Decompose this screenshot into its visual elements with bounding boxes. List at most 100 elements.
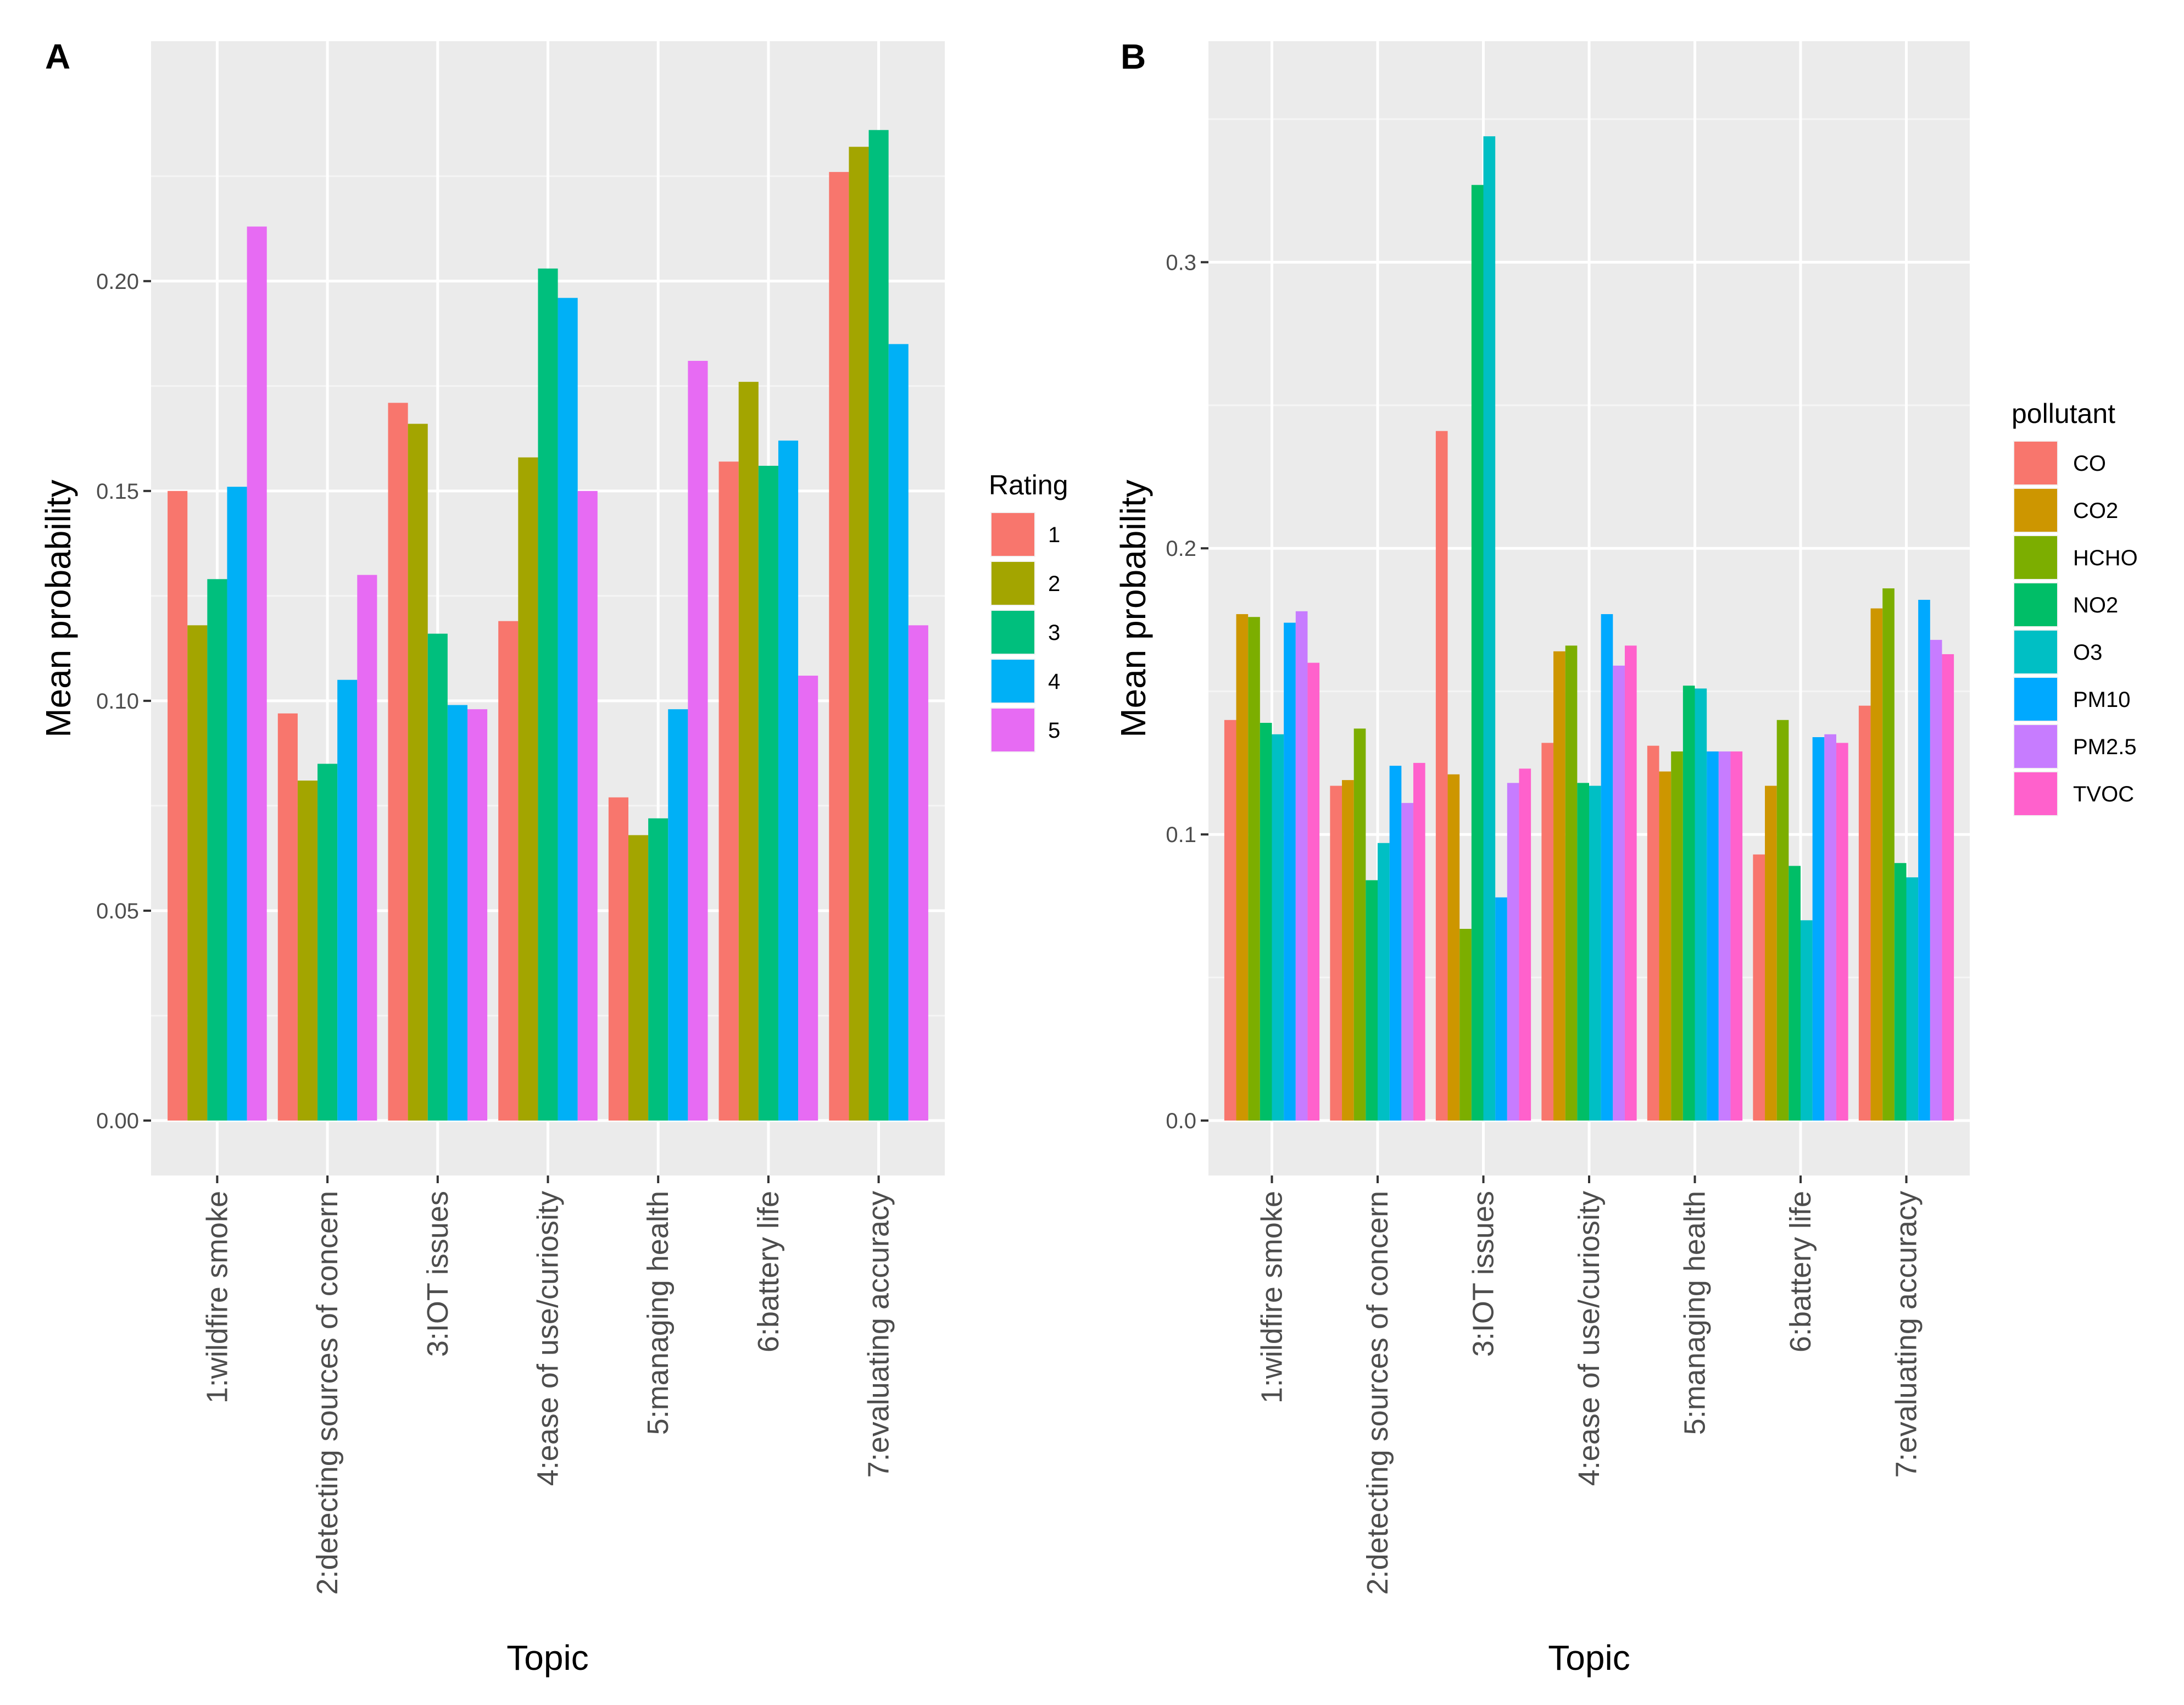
pa-bar-3-2 xyxy=(317,764,338,1121)
pa-ytick-label: 0.20 xyxy=(96,270,139,294)
pa-bar-5-3 xyxy=(467,709,488,1121)
pb-bar-o3-7 xyxy=(1906,877,1919,1121)
pb-bar-co-2 xyxy=(1330,785,1342,1121)
pb-legend-label-o3: O3 xyxy=(2073,640,2102,665)
pb-bar-o3-1 xyxy=(1272,734,1284,1121)
pa-bar-4-4 xyxy=(558,298,578,1121)
pb-bar-pm2-5-1 xyxy=(1295,611,1308,1121)
pa-bar-5-4 xyxy=(577,491,598,1121)
pb-bar-co2-7 xyxy=(1870,608,1883,1121)
pa-bar-3-1 xyxy=(207,579,227,1121)
pb-bar-pm10-2 xyxy=(1389,766,1402,1121)
pb-bar-co2-3 xyxy=(1447,774,1460,1121)
pb-bar-pm2-5-6 xyxy=(1824,734,1836,1121)
pa-bar-3-3 xyxy=(427,633,448,1121)
pa-legend-swatch-2 xyxy=(991,562,1034,605)
pb-bar-co-5 xyxy=(1647,745,1659,1121)
pb-panel-label: B xyxy=(1121,37,1146,76)
pb-legend-title: pollutant xyxy=(2012,398,2115,429)
pb-bar-tvoc-4 xyxy=(1624,645,1637,1121)
pb-bar-no2-1 xyxy=(1260,722,1272,1121)
pb-bar-co2-4 xyxy=(1553,651,1565,1121)
pb-bar-co2-6 xyxy=(1765,785,1777,1121)
pb-bar-no2-2 xyxy=(1366,880,1378,1121)
pa-bar-2-5 xyxy=(628,835,649,1121)
pb-bar-o3-6 xyxy=(1801,920,1813,1121)
pb-bar-hcho-7 xyxy=(1882,588,1895,1121)
pb-bar-pm2-5-7 xyxy=(1930,639,1942,1121)
pb-legend: pollutant CO CO2 HCHO NO2 O3 PM10 PM2.5 TVOC xyxy=(2012,398,2138,816)
pb-bar-co-1 xyxy=(1224,720,1236,1121)
pa-bar-2-3 xyxy=(408,424,428,1121)
pb-legend-label-co: CO xyxy=(2073,452,2106,476)
pa-xtick-label: 5:managing health xyxy=(642,1191,675,1435)
pb-xtick-label: 2:detecting sources of concern xyxy=(1361,1191,1394,1595)
pb-ytick-label: 0.3 xyxy=(1166,250,1196,275)
pb-bar-pm10-5 xyxy=(1707,751,1719,1121)
pb-xtick-label: 3:IOT issues xyxy=(1467,1191,1500,1357)
pa-bar-1-5 xyxy=(608,797,629,1121)
pa-legend-label-4: 4 xyxy=(1048,670,1060,694)
pb-bar-tvoc-1 xyxy=(1307,662,1320,1121)
pb-bar-hcho-3 xyxy=(1459,929,1472,1121)
pb-x-axis-title: Topic xyxy=(1548,1638,1630,1678)
pa-bar-5-1 xyxy=(247,226,267,1121)
pa-legend-label-5: 5 xyxy=(1048,718,1060,743)
pa-legend-title: Rating xyxy=(989,470,1068,500)
pb-bar-tvoc-2 xyxy=(1413,762,1425,1121)
pa-legend-swatch-5 xyxy=(991,709,1034,751)
pb-xtick-label: 5:managing health xyxy=(1679,1191,1712,1435)
pb-bar-pm2-5-2 xyxy=(1401,803,1413,1121)
pb-bar-pm2-5-4 xyxy=(1613,665,1625,1121)
pb-ytick-label: 0.1 xyxy=(1166,823,1196,847)
pa-bar-4-7 xyxy=(888,344,909,1121)
pb-xtick-label: 4:ease of use/curiosity xyxy=(1573,1191,1606,1486)
pb-bar-pm10-7 xyxy=(1918,599,1930,1121)
panel-b: 0.0 0.1 0.2 0.3 1:wildfire smoke 2:detecting … xyxy=(1113,37,2138,1678)
pb-legend-label-co2: CO2 xyxy=(2073,499,2118,523)
pa-bar-5-2 xyxy=(357,575,377,1121)
pb-bar-co-6 xyxy=(1753,854,1765,1121)
pa-xtick-label: 2:detecting sources of concern xyxy=(311,1191,344,1595)
pa-legend-swatch-3 xyxy=(991,611,1034,654)
pb-bar-no2-5 xyxy=(1682,686,1695,1121)
pb-bar-tvoc-5 xyxy=(1730,751,1743,1121)
pa-bar-2-6 xyxy=(738,382,759,1121)
pb-legend-swatch-no2 xyxy=(2014,583,2057,626)
pb-bar-pm2-5-3 xyxy=(1507,783,1519,1121)
pa-legend-label-3: 3 xyxy=(1048,621,1060,645)
pb-bar-pm10-1 xyxy=(1284,622,1296,1121)
pb-legend-label-tvoc: TVOC xyxy=(2073,782,2134,806)
pb-bar-co2-2 xyxy=(1342,780,1354,1121)
pb-bar-pm10-6 xyxy=(1812,737,1825,1121)
pb-bar-co2-5 xyxy=(1659,771,1672,1121)
pa-legend-label-2: 2 xyxy=(1048,572,1060,596)
pb-xtick-label: 1:wildfire smoke xyxy=(1256,1191,1289,1403)
pa-y-axis-title: Mean probability xyxy=(38,480,78,738)
pa-panel-label: A xyxy=(45,37,70,76)
pa-bar-3-6 xyxy=(758,465,778,1121)
pb-xtick-label: 7:evaluating accuracy xyxy=(1890,1191,1923,1478)
pb-bar-hcho-1 xyxy=(1248,617,1260,1121)
pa-bar-4-3 xyxy=(447,705,467,1121)
panel-a: 0.00 0.05 0.10 0.15 0.20 1:wildfire smoke 2:de… xyxy=(38,37,1068,1678)
pb-legend-label-hcho: HCHO xyxy=(2073,546,2138,570)
pa-bar-1-2 xyxy=(277,713,298,1121)
pb-legend-swatch-pm10 xyxy=(2014,678,2057,721)
pb-bar-co2-1 xyxy=(1236,614,1249,1121)
pb-legend-swatch-hcho xyxy=(2014,536,2057,579)
pa-xtick-label: 6:battery life xyxy=(752,1191,785,1352)
pb-bar-o3-5 xyxy=(1695,688,1707,1121)
pb-legend-swatch-pm2-5 xyxy=(2014,725,2057,768)
pb-bar-co-3 xyxy=(1435,431,1448,1121)
pa-xtick-label: 4:ease of use/curiosity xyxy=(532,1191,565,1486)
pa-legend-swatch-4 xyxy=(991,660,1034,703)
pb-bar-no2-6 xyxy=(1789,866,1801,1121)
pa-bar-4-2 xyxy=(337,679,358,1121)
pa-x-axis-title: Topic xyxy=(506,1638,588,1678)
pa-bar-2-1 xyxy=(187,625,208,1121)
pb-bar-hcho-5 xyxy=(1671,751,1683,1121)
pa-ytick-label: 0.15 xyxy=(96,480,139,504)
pb-bar-pm2-5-5 xyxy=(1718,751,1731,1121)
